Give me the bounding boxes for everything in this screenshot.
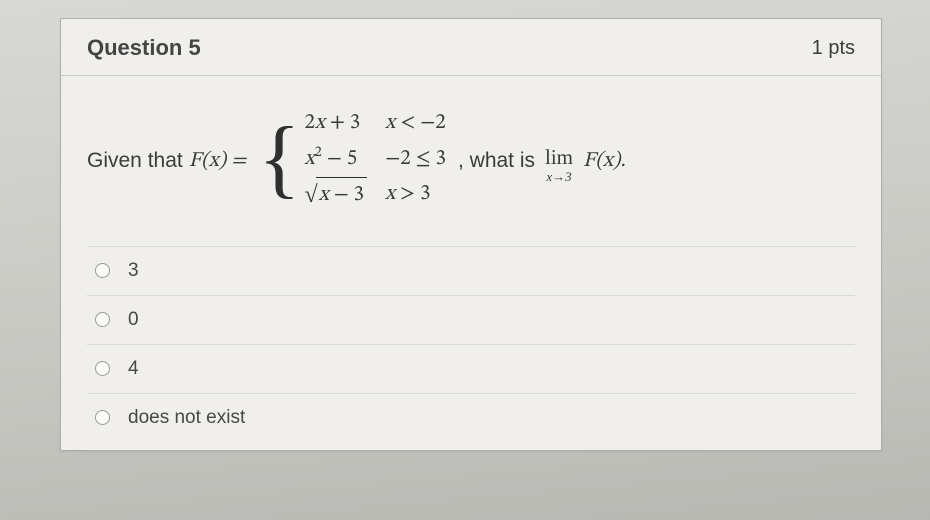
option-label: does not exist [128, 407, 245, 429]
radio-icon[interactable] [95, 361, 110, 376]
piecewise-table: 2x + 3 x < −2 x2 − 5 −2 ≤ 3 √ x − 3 x > … [304, 106, 446, 216]
page-background: Question 5 1 pts Given that F(x) = { 2x … [0, 0, 930, 520]
options-list: 3 0 4 does not exist [87, 246, 855, 442]
piece-cond-1: x < −2 [385, 106, 446, 140]
option-row[interactable]: 0 [87, 296, 855, 345]
piece-cond-2: −2 ≤ 3 [385, 142, 446, 176]
stem-tail-before: , what is [458, 144, 535, 178]
piece-expr-2: x2 − 5 [304, 142, 367, 176]
lim-subscript: x→3 [546, 170, 571, 183]
card-body: Given that F(x) = { 2x + 3 x < −2 x2 − 5… [61, 76, 881, 450]
radio-icon[interactable] [95, 410, 110, 425]
question-card: Question 5 1 pts Given that F(x) = { 2x … [60, 18, 882, 451]
piecewise-function: { 2x + 3 x < −2 x2 − 5 −2 ≤ 3 √ x − 3 x [258, 106, 446, 216]
option-row[interactable]: 3 [87, 247, 855, 296]
question-stem: Given that F(x) = { 2x + 3 x < −2 x2 − 5… [87, 106, 855, 216]
limit-notation: lim x→3 [545, 147, 573, 183]
lim-word: lim [545, 147, 573, 168]
card-header: Question 5 1 pts [61, 19, 881, 76]
stem-given: Given that [87, 144, 183, 178]
question-points: 1 pts [812, 37, 855, 60]
question-title: Question 5 [87, 35, 201, 61]
piece-expr-3: √ x − 3 [304, 177, 367, 215]
option-row[interactable]: does not exist [87, 394, 855, 442]
left-brace-icon: { [258, 119, 300, 198]
limit-of: F(x). [583, 144, 626, 178]
piece-expr-1: 2x + 3 [304, 106, 367, 140]
radio-icon[interactable] [95, 263, 110, 278]
sqrt-icon: √ x − 3 [304, 177, 367, 215]
radio-icon[interactable] [95, 312, 110, 327]
option-label: 3 [128, 260, 139, 282]
option-label: 0 [128, 309, 139, 331]
stem-fx: F(x) = [189, 144, 246, 178]
piece-cond-3: x > 3 [385, 177, 446, 215]
option-row[interactable]: 4 [87, 345, 855, 394]
option-label: 4 [128, 358, 139, 380]
